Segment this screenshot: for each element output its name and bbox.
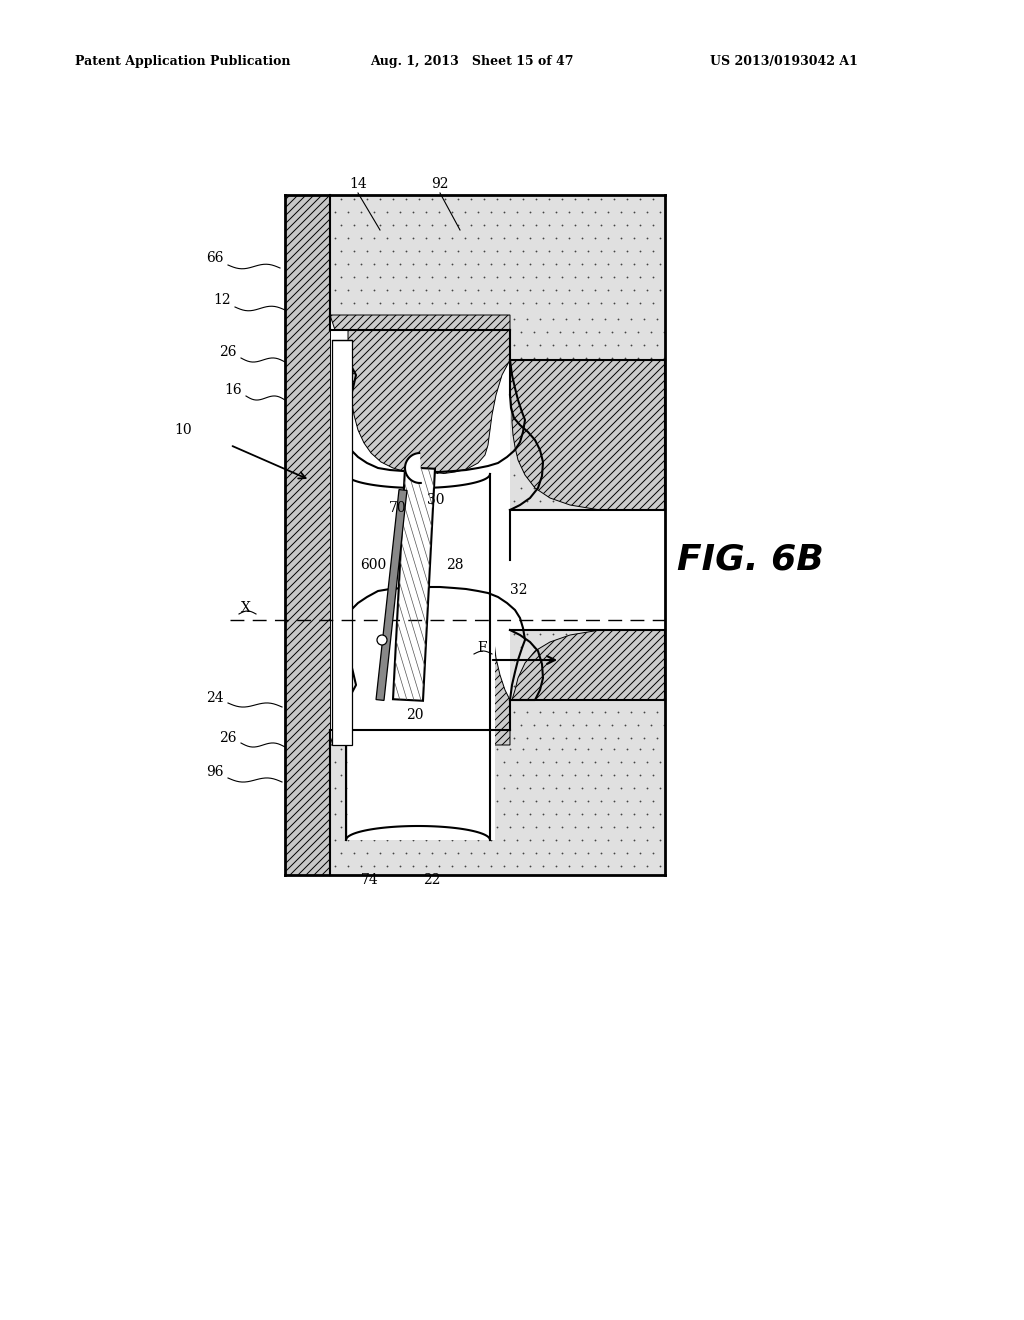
Text: 16: 16 [224, 383, 242, 397]
Bar [510, 315, 665, 510]
Polygon shape [510, 360, 665, 510]
Text: X: X [241, 601, 251, 615]
Text: 70: 70 [389, 502, 407, 515]
Text: Patent Application Publication: Patent Application Publication [75, 55, 291, 69]
Polygon shape [330, 315, 510, 474]
Text: 74: 74 [361, 873, 379, 887]
Text: 14: 14 [349, 177, 367, 191]
Bar [285, 195, 665, 315]
Bar [332, 341, 352, 744]
Text: 600: 600 [359, 558, 386, 572]
Text: 32: 32 [510, 583, 527, 597]
Text: 96: 96 [206, 766, 224, 779]
Text: F: F [477, 642, 486, 655]
Polygon shape [406, 453, 421, 483]
Bar [348, 474, 495, 840]
Text: Aug. 1, 2013   Sheet 15 of 47: Aug. 1, 2013 Sheet 15 of 47 [370, 55, 573, 69]
Polygon shape [510, 630, 665, 700]
Polygon shape [376, 490, 407, 701]
Bar [285, 744, 665, 875]
Text: 28: 28 [446, 558, 464, 572]
Polygon shape [393, 467, 435, 701]
Text: 10: 10 [174, 422, 191, 437]
Text: 66: 66 [206, 251, 224, 265]
Bar [510, 630, 665, 744]
Text: 92: 92 [431, 177, 449, 191]
Text: 26: 26 [219, 731, 237, 744]
Text: 24: 24 [206, 690, 224, 705]
Text: 30: 30 [427, 492, 444, 507]
Text: 22: 22 [423, 873, 440, 887]
Text: 26: 26 [219, 345, 237, 359]
Polygon shape [330, 585, 510, 744]
Polygon shape [285, 195, 330, 875]
Text: FIG. 6B: FIG. 6B [677, 543, 823, 577]
Circle shape [377, 635, 387, 645]
Text: US 2013/0193042 A1: US 2013/0193042 A1 [710, 55, 858, 69]
Text: 20: 20 [407, 708, 424, 722]
Text: 12: 12 [213, 293, 230, 308]
